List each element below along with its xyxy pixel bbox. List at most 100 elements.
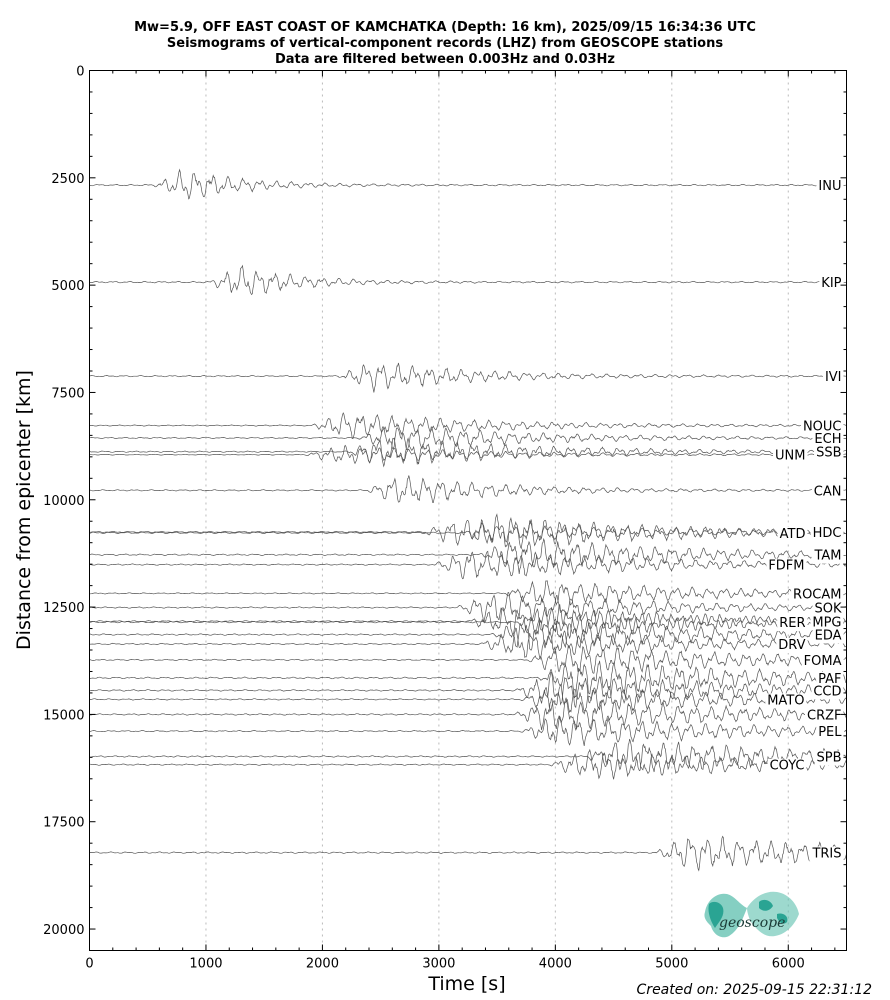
trace-sok: [89, 591, 847, 622]
station-label-bg: [810, 615, 844, 631]
continent-shape: [708, 899, 788, 928]
created-on-text: Created on: 2025-09-15 22:31:12: [636, 982, 872, 998]
station-label-bg: [776, 638, 808, 654]
y-tick-label-17500: 17500: [43, 816, 84, 831]
station-label-bg: [810, 525, 844, 541]
station-label-paf: PAF: [818, 672, 841, 687]
trace-fdfm: [89, 550, 847, 580]
station-label-atd: ATD: [780, 527, 806, 542]
station-label-rocam: ROCAM: [793, 587, 841, 602]
trace-can: [89, 475, 847, 503]
y-tick-label-5000: 5000: [51, 279, 84, 294]
station-label-nouc: NOUC: [803, 420, 842, 435]
station-label-bg: [812, 601, 844, 617]
trace-rer: [89, 604, 847, 640]
station-label-bg: [816, 725, 845, 741]
station-label-spb: SPB: [816, 750, 841, 765]
trace-unm: [89, 444, 847, 465]
y-tick-label-15000: 15000: [43, 708, 84, 723]
station-label-ivi: IVI: [825, 370, 842, 385]
station-label-bg: [814, 445, 844, 461]
title-line-3: Data are filtered between 0.003Hz and 0.…: [275, 52, 615, 67]
geoscope-logo: geoscope: [704, 891, 799, 938]
station-label-bg: [767, 758, 807, 774]
trace-inu: [89, 168, 847, 200]
station-label-pel: PEL: [818, 725, 842, 740]
station-label-bg: [822, 370, 844, 386]
station-label-drv: DRV: [778, 638, 805, 653]
station-label-bg: [809, 846, 844, 862]
trace-mpg: [89, 606, 847, 635]
station-label-bg: [811, 548, 844, 564]
station-label-bg: [816, 671, 844, 687]
station-label-ccd: CCD: [813, 684, 841, 699]
station-label-bg: [812, 431, 844, 447]
trace-tam: [89, 537, 847, 574]
station-label-tris: TRIS: [811, 847, 841, 862]
x-axis-label: Time [s]: [427, 973, 505, 995]
y-tick-label-10000: 10000: [43, 494, 84, 509]
station-label-unm: UNM: [775, 449, 805, 464]
trace-foma: [89, 645, 847, 674]
trace-pel: [89, 715, 847, 746]
trace-eda: [89, 618, 847, 651]
station-label-bg: [811, 484, 844, 500]
station-label-bg: [811, 684, 844, 700]
station-label-rer: RER: [779, 616, 805, 631]
station-label-fdfm: FDFM: [768, 559, 804, 574]
trace-ssb: [89, 437, 847, 468]
x-tick-label-4000: 4000: [539, 957, 572, 972]
y-tick-label-2500: 2500: [51, 172, 84, 187]
station-label-bg: [791, 587, 844, 603]
x-tick-label-1000: 1000: [189, 957, 222, 972]
trace-tris: [89, 835, 847, 872]
y-axis-label: Distance from epicenter [km]: [13, 370, 35, 650]
station-label-inu: INU: [818, 179, 841, 194]
station-label-bg: [816, 179, 844, 195]
title-line-1: Mw=5.9, OFF EAST COAST OF KAMCHATKA (Dep…: [134, 20, 756, 35]
trace-rocam: [89, 580, 847, 606]
station-label-bg: [777, 526, 808, 542]
station-label-ssb: SSB: [816, 446, 841, 461]
x-tick-label-6000: 6000: [772, 957, 805, 972]
seismogram-traces: [89, 168, 847, 872]
station-label-bg: [777, 616, 808, 632]
station-label-mato: MATO: [767, 693, 804, 708]
trace-paf: [89, 660, 847, 699]
station-label-bg: [765, 693, 807, 709]
x-tick-label-0: 0: [85, 957, 93, 972]
station-label-tam: TAM: [813, 549, 841, 564]
x-tick-label-2000: 2000: [306, 957, 339, 972]
x-tick-label-5000: 5000: [655, 957, 688, 972]
trace-coyc: [89, 748, 847, 780]
y-tick-label-7500: 7500: [51, 386, 84, 401]
y-tick-label-12500: 12500: [43, 601, 84, 616]
plot-frame: [89, 70, 847, 951]
y-tick-label-0: 0: [76, 65, 84, 80]
station-label-can: CAN: [814, 484, 842, 499]
station-label-bg: [812, 628, 844, 644]
trace-hdc: [89, 518, 847, 547]
y-tick-label-20000: 20000: [43, 923, 84, 938]
vertical-grid: [205, 70, 789, 951]
station-label-bg: [805, 708, 844, 724]
trace-crzf: [89, 697, 847, 732]
station-label-eda: EDA: [815, 629, 842, 644]
station-label-bg: [800, 419, 844, 435]
trace-ivi: [89, 362, 847, 393]
trace-spb: [89, 738, 847, 773]
station-label-bg: [801, 653, 844, 669]
trace-ech: [89, 425, 847, 451]
trace-nouc: [89, 412, 847, 440]
trace-atd: [89, 513, 847, 550]
axis-ticks: 0 1000 2000 3000 4000 5000 6000 0 2500 5000 7500 10…: [43, 65, 847, 972]
x-tick-label-3000: 3000: [422, 957, 455, 972]
station-label-mpg: MPG: [812, 615, 841, 630]
station-label-kip: KIP: [821, 276, 841, 291]
station-label-bg: [766, 558, 807, 574]
station-label-bg: [773, 448, 808, 464]
station-label-bg: [819, 276, 844, 292]
station-label-crzf: CRZF: [807, 708, 842, 723]
title-line-2: Seismograms of vertical-component record…: [167, 36, 723, 51]
